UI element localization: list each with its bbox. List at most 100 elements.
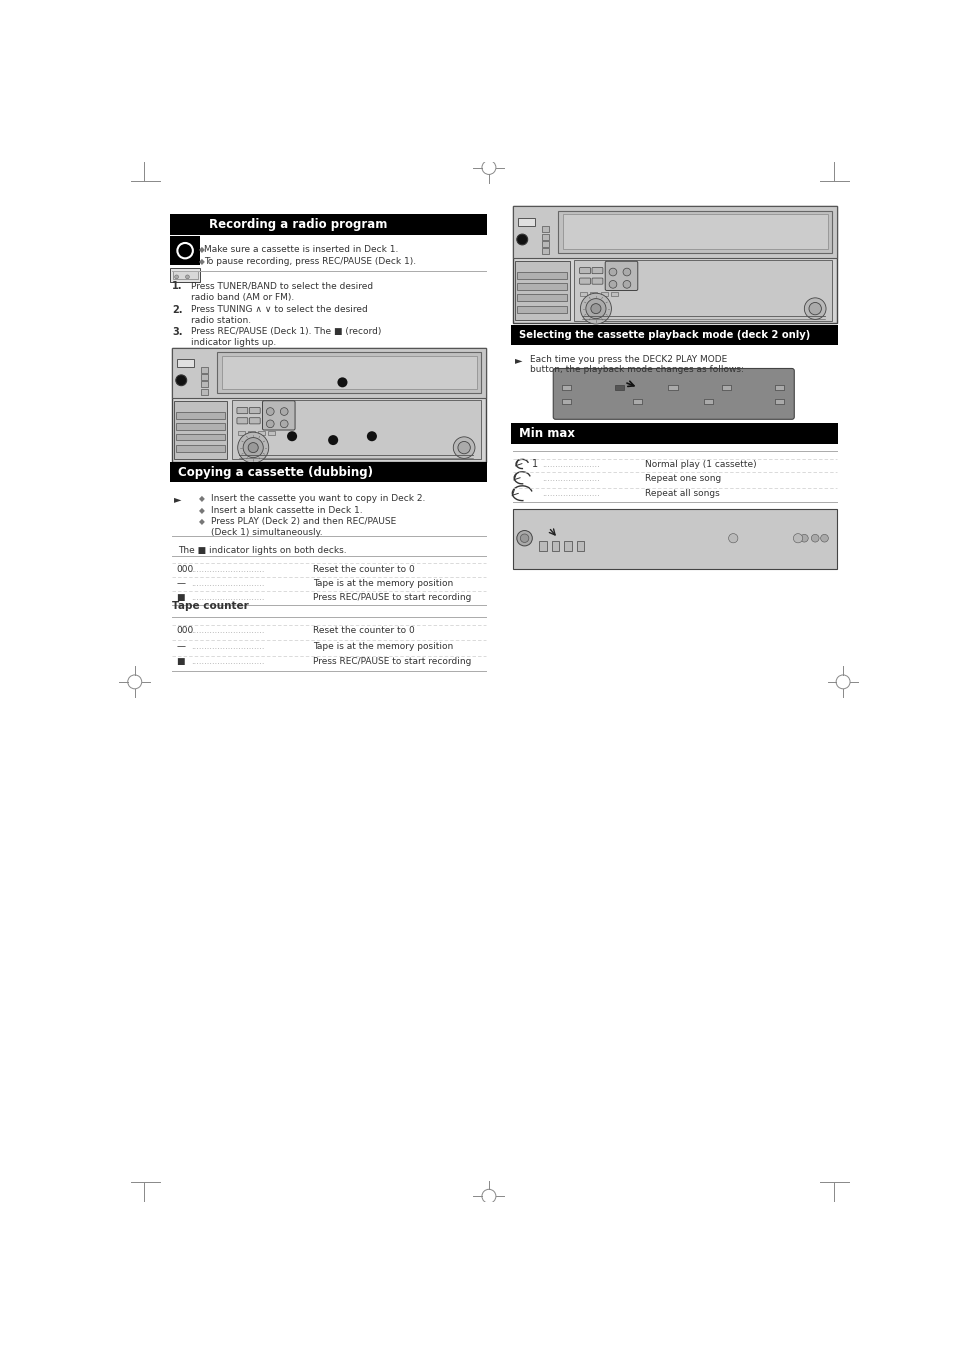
Circle shape <box>622 269 630 276</box>
Bar <box>579 292 587 296</box>
Circle shape <box>579 293 611 324</box>
Text: ◆: ◆ <box>199 517 205 526</box>
Bar <box>171 236 199 265</box>
Text: ◆: ◆ <box>199 494 205 503</box>
Text: Copying a cassette (dubbing): Copying a cassette (dubbing) <box>178 466 373 478</box>
Bar <box>237 431 244 435</box>
Text: Reset the counter to 0: Reset the counter to 0 <box>313 565 415 574</box>
Text: ►: ► <box>173 494 181 504</box>
Bar <box>562 215 827 249</box>
Bar <box>590 292 597 296</box>
FancyBboxPatch shape <box>262 401 294 430</box>
Text: Min max: Min max <box>518 427 575 440</box>
Bar <box>632 399 641 404</box>
Bar <box>175 444 224 453</box>
Circle shape <box>803 297 825 319</box>
Text: Press TUNING ∧ ∨ to select the desired: Press TUNING ∧ ∨ to select the desired <box>192 304 368 313</box>
FancyBboxPatch shape <box>249 408 260 413</box>
FancyBboxPatch shape <box>579 278 590 284</box>
Bar <box>576 540 583 551</box>
Bar <box>517 295 567 301</box>
Bar <box>542 227 549 232</box>
Bar <box>542 234 549 239</box>
FancyBboxPatch shape <box>579 267 590 274</box>
Bar <box>514 261 569 320</box>
Text: 1.: 1. <box>172 281 182 292</box>
FancyBboxPatch shape <box>236 417 248 424</box>
Circle shape <box>800 535 807 542</box>
Text: ......................: ...................... <box>542 461 599 469</box>
Text: Selecting the cassette playback mode (deck 2 only): Selecting the cassette playback mode (de… <box>518 330 809 340</box>
Text: The ■ indicator lights on both decks.: The ■ indicator lights on both decks. <box>178 546 346 554</box>
Text: 000: 000 <box>176 627 193 635</box>
Bar <box>517 307 567 313</box>
Text: Repeat one song: Repeat one song <box>644 474 720 482</box>
Text: button, the playback mode changes as follows:: button, the playback mode changes as fol… <box>530 365 743 374</box>
Circle shape <box>243 438 263 458</box>
Text: Tape is at the memory position: Tape is at the memory position <box>313 578 453 588</box>
Bar <box>216 353 480 393</box>
Text: Press REC/PAUSE (Deck 1). The ■ (record): Press REC/PAUSE (Deck 1). The ■ (record) <box>192 327 381 336</box>
Text: Tape counter: Tape counter <box>172 601 249 611</box>
Circle shape <box>608 269 617 276</box>
Text: 2.: 2. <box>172 304 182 315</box>
Circle shape <box>237 432 269 463</box>
Circle shape <box>728 534 737 543</box>
Bar <box>610 292 617 296</box>
Bar <box>172 347 485 397</box>
Circle shape <box>175 374 187 385</box>
Text: 3.: 3. <box>172 327 182 336</box>
Circle shape <box>337 377 347 388</box>
Text: Normal play (1 cassette): Normal play (1 cassette) <box>644 461 756 469</box>
FancyBboxPatch shape <box>592 278 602 284</box>
Text: radio station.: radio station. <box>192 316 252 324</box>
Bar <box>517 284 567 290</box>
FancyBboxPatch shape <box>249 417 260 424</box>
Circle shape <box>590 304 600 313</box>
Bar <box>201 374 208 380</box>
Bar <box>201 381 208 388</box>
Bar <box>511 423 838 444</box>
Bar <box>517 272 567 278</box>
Text: Make sure a cassette is inserted in Deck 1.: Make sure a cassette is inserted in Deck… <box>204 245 398 254</box>
Bar <box>542 249 549 254</box>
Text: radio band (AM or FM).: radio band (AM or FM). <box>192 293 294 301</box>
Text: (Deck 1) simultaneously.: (Deck 1) simultaneously. <box>211 528 322 536</box>
Circle shape <box>622 281 630 288</box>
Bar <box>615 385 623 390</box>
Text: Reset the counter to 0: Reset the counter to 0 <box>313 627 415 635</box>
Circle shape <box>266 420 274 428</box>
Text: Each time you press the DECK2 PLAY MODE: Each time you press the DECK2 PLAY MODE <box>530 354 726 363</box>
Text: ......................: ...................... <box>542 489 599 499</box>
Bar <box>774 399 783 404</box>
Bar <box>558 211 831 253</box>
Text: Recording a radio program: Recording a radio program <box>209 219 387 231</box>
Text: ■: ■ <box>176 593 185 601</box>
Text: indicator lights up.: indicator lights up. <box>192 338 276 347</box>
Bar <box>201 366 208 373</box>
Text: ............................: ............................ <box>192 627 265 635</box>
Bar <box>561 385 571 390</box>
Text: 1: 1 <box>531 459 537 469</box>
Bar <box>268 431 274 435</box>
Circle shape <box>328 435 337 444</box>
Bar <box>175 423 224 430</box>
Circle shape <box>808 303 821 315</box>
Circle shape <box>517 531 532 546</box>
Bar <box>232 400 480 459</box>
Bar <box>600 292 607 296</box>
Text: ◆: ◆ <box>199 245 205 254</box>
FancyBboxPatch shape <box>592 267 602 274</box>
Text: ►: ► <box>514 354 521 365</box>
Bar <box>561 399 571 404</box>
Text: Repeat all songs: Repeat all songs <box>644 489 719 499</box>
Bar <box>171 269 199 282</box>
Text: ■: ■ <box>176 657 185 666</box>
Text: —: — <box>176 578 186 588</box>
Circle shape <box>519 534 528 543</box>
Circle shape <box>457 442 470 454</box>
Text: ◆: ◆ <box>199 505 205 515</box>
Bar <box>513 509 836 570</box>
Text: ............................: ............................ <box>192 578 265 588</box>
Bar <box>563 540 571 551</box>
